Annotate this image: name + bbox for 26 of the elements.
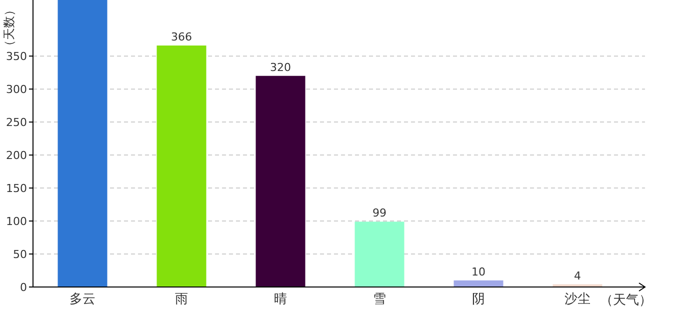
y-tick-label: 300	[6, 82, 27, 96]
bar	[156, 46, 206, 287]
bar	[354, 222, 404, 287]
y-axis-title: （天数）	[2, 4, 16, 52]
bar	[256, 76, 306, 287]
y-tick-label: 100	[6, 214, 27, 228]
x-tick-label: 阴	[472, 292, 485, 307]
y-tick-label: 50	[13, 248, 27, 261]
bar	[58, 0, 108, 287]
x-tick-label: 雨	[175, 292, 188, 307]
x-tick-label: 沙尘	[564, 292, 590, 307]
bar	[454, 280, 504, 287]
x-axis-title: （天气）	[600, 293, 652, 308]
y-tick-label: 150	[6, 182, 27, 195]
y-tick-label: 200	[6, 148, 27, 162]
x-tick-label: 晴	[274, 292, 287, 307]
y-tick-label: 0	[20, 280, 27, 294]
x-tick-label: 多云	[70, 292, 96, 307]
y-tick-label: 350	[6, 50, 27, 63]
y-tick-label: 250	[6, 116, 27, 129]
data-label: 10	[472, 265, 486, 278]
data-label: 4	[574, 269, 581, 282]
data-label: 99	[372, 206, 386, 220]
data-label: 320	[270, 60, 291, 74]
data-label: 366	[171, 30, 192, 44]
x-tick-label: 雪	[373, 292, 386, 307]
